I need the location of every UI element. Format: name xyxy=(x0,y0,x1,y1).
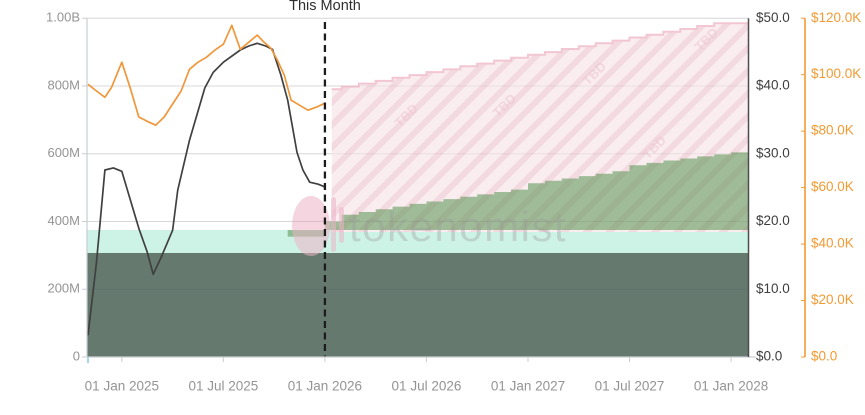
this-month-label: This Month xyxy=(289,0,361,14)
x-axis-label: 01 Jul 2026 xyxy=(392,379,462,394)
x-axis-label: 01 Jul 2027 xyxy=(595,379,665,394)
orange-axis-label: $0.0 xyxy=(811,349,837,364)
chart-lines xyxy=(87,22,327,357)
x-axis-label: 01 Jan 2026 xyxy=(288,379,362,394)
left-axis-label: 600M xyxy=(47,145,80,160)
left-axis-label: 200M xyxy=(47,281,80,296)
right-price-label: $30.0 xyxy=(756,145,790,160)
orange-axis-label: $80.0K xyxy=(811,123,854,138)
total-supply-edge xyxy=(331,22,749,91)
orange-axis-label: $20.0K xyxy=(811,292,854,307)
right-price-label: $50.0 xyxy=(756,10,790,25)
orange-axis-label: $40.0K xyxy=(811,236,854,251)
x-axis-label: 01 Jan 2027 xyxy=(491,379,565,394)
orange-axis-label: $120.0K xyxy=(811,10,861,25)
watermark-text: tokenomist xyxy=(349,203,567,250)
tokenomist-logo-bar xyxy=(339,207,344,243)
orange-price-line xyxy=(87,24,326,127)
chart-axes: 1.00B 800M 600M 400M 200M 0 $50.0 $40.0 $30.0 $20… xyxy=(46,10,861,394)
x-axis-label: 01 Jan 2025 xyxy=(85,379,159,394)
chart-areas xyxy=(87,17,749,358)
right-price-label: $40.0 xyxy=(756,78,790,93)
orange-axis-label: $60.0K xyxy=(811,179,854,194)
right-price-label: $10.0 xyxy=(756,281,790,296)
left-axis-label: 1.00B xyxy=(46,10,80,25)
orange-axis-label: $100.0K xyxy=(811,66,861,81)
left-axis-label: 400M xyxy=(47,213,80,228)
price-line xyxy=(87,42,326,336)
right-price-label: $20.0 xyxy=(756,213,790,228)
tokenomist-logo-circle xyxy=(292,196,330,256)
left-axis-label: 0 xyxy=(73,348,80,363)
tokenomist-logo-bar xyxy=(331,197,336,252)
left-axis-label: 800M xyxy=(47,77,80,92)
dark-supply-band xyxy=(87,252,749,357)
x-axis-label: 01 Jul 2025 xyxy=(188,379,258,394)
unlocked-supply-area xyxy=(287,150,749,231)
teal-supply-band xyxy=(87,229,749,253)
x-axis-label: 01 Jan 2028 xyxy=(694,379,768,394)
right-price-label: $0.0 xyxy=(756,349,782,364)
